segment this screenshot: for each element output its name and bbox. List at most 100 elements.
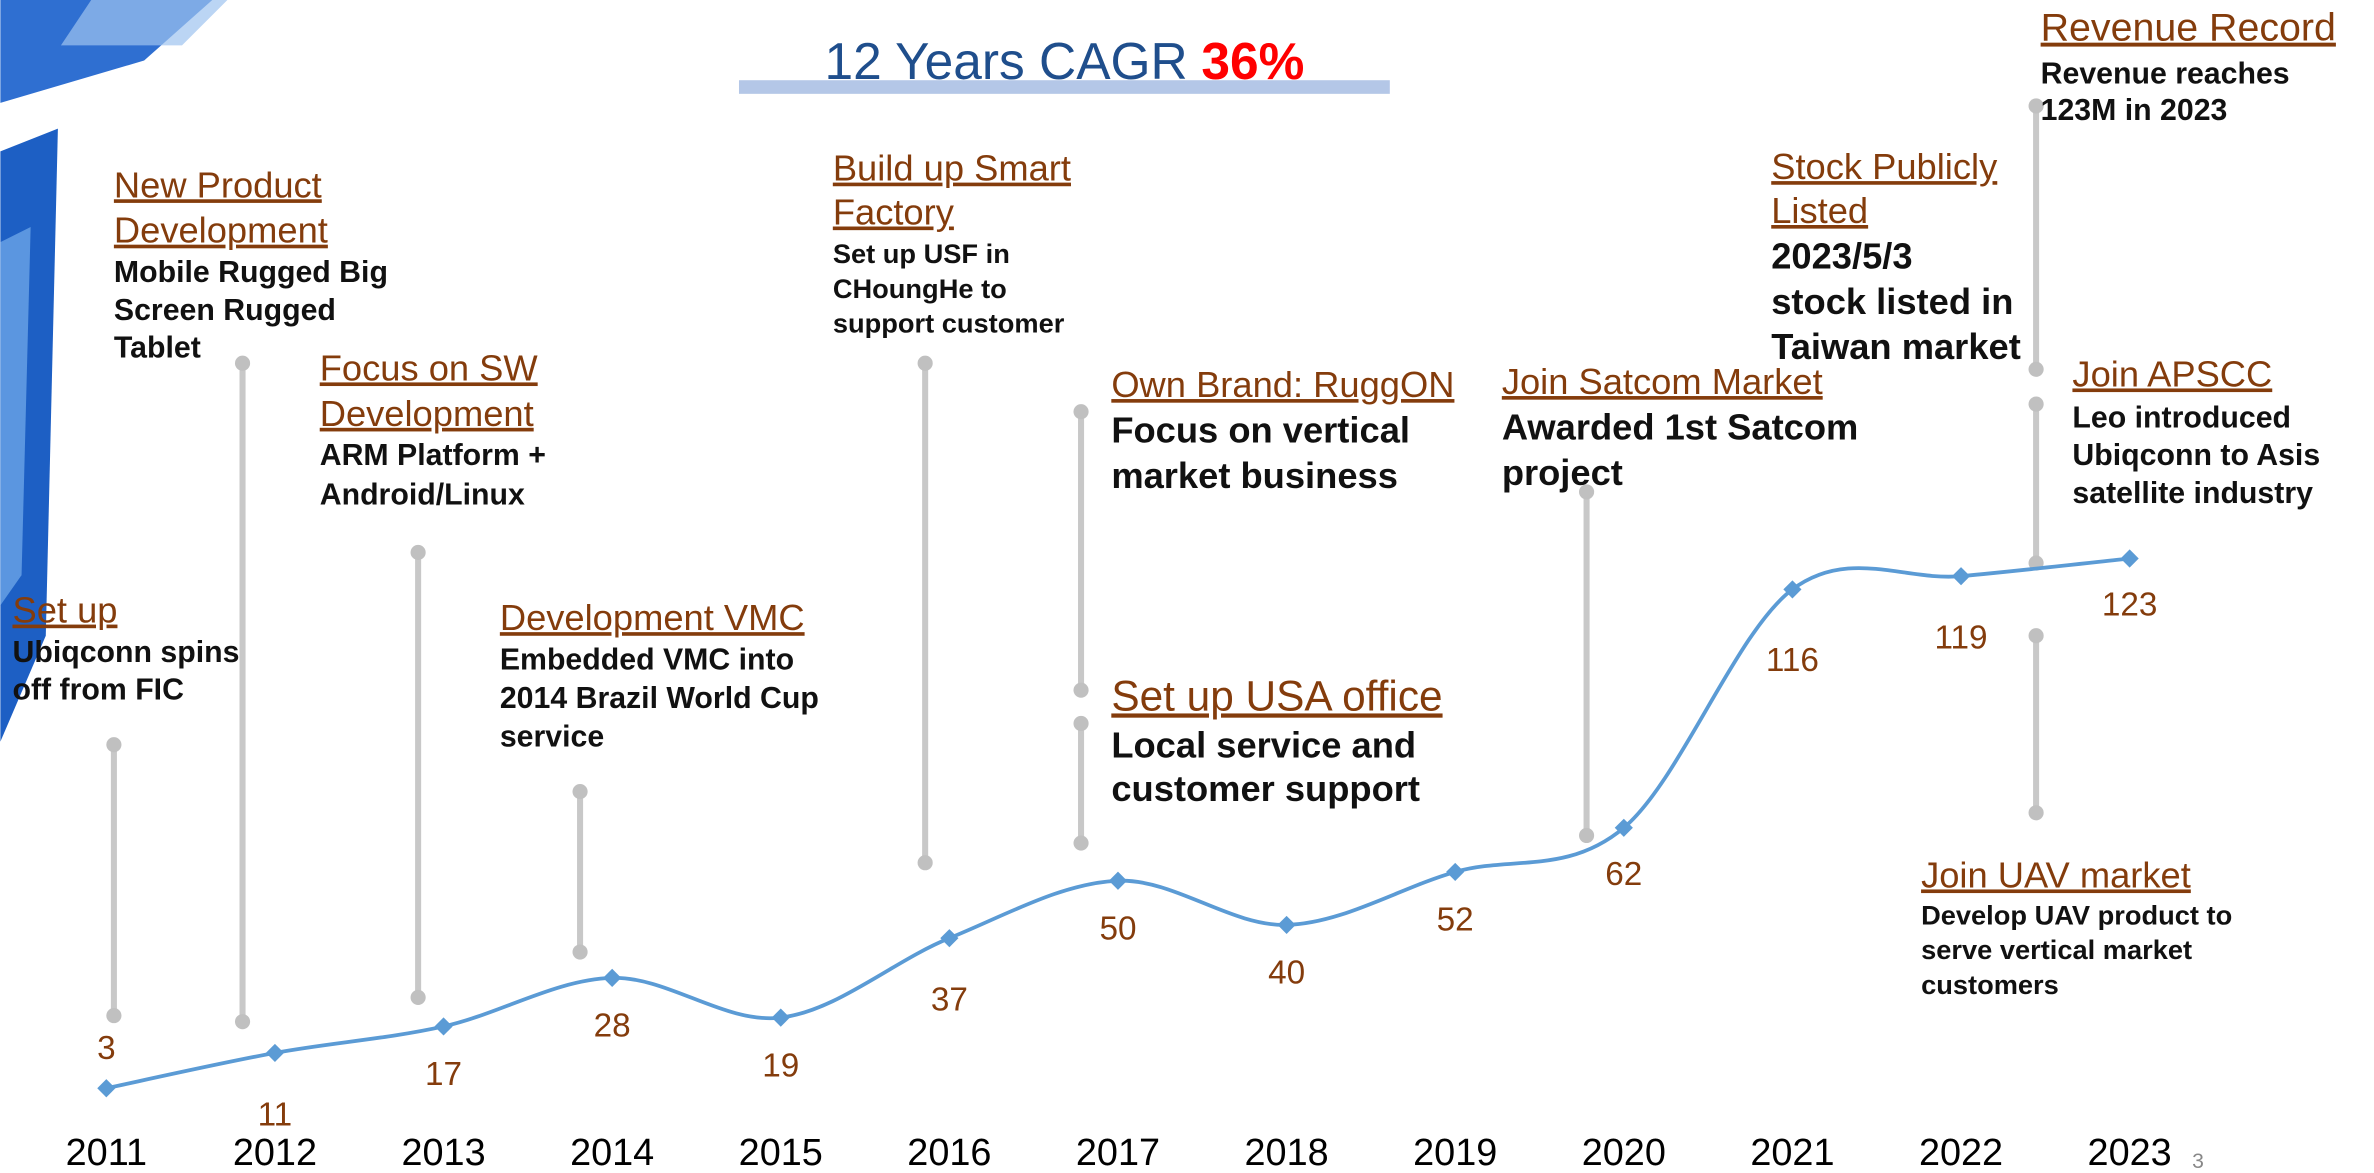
slide: 12 Years CAGR36% 3 Set up Ubiqconn spins o…	[0, 0, 2374, 1173]
milestone-description: Ubiqconn to Asis	[2072, 439, 2320, 472]
milestone-title: Join UAV market	[1921, 854, 2191, 895]
milestone-description: CHoungHe to	[833, 273, 1007, 304]
milestone-title: Own Brand: RuggON	[1111, 364, 1454, 405]
milestone-description: satellite industry	[2072, 477, 2313, 510]
connector-end	[235, 356, 250, 371]
x-tick-label: 2020	[1582, 1132, 1666, 1173]
milestone-description: 2014 Brazil World Cup	[500, 682, 819, 715]
milestone-description: 2023/5/3	[1771, 235, 1912, 276]
milestone-title: Development VMC	[500, 597, 805, 638]
x-tick-label: 2016	[907, 1132, 991, 1173]
connector-end	[1073, 404, 1088, 419]
milestone-description: Develop UAV product to	[1921, 899, 2232, 930]
marker	[266, 1044, 284, 1062]
milestone-description: Set up USF in	[833, 238, 1010, 269]
milestone-description: Android/Linux	[320, 478, 525, 511]
connector-end	[2029, 362, 2044, 377]
milestone-description: stock listed in	[1771, 281, 2013, 322]
value-label: 40	[1268, 955, 1305, 992]
milestone-title: Focus on SW	[320, 347, 539, 388]
connector-end	[1073, 835, 1088, 850]
x-tick-label: 2018	[1245, 1132, 1329, 1173]
connector-end	[2029, 397, 2044, 412]
milestone-description: customer support	[1111, 768, 1420, 809]
milestone-title: Set up	[12, 590, 117, 631]
milestone-description: service	[500, 721, 604, 754]
milestone-description: 123M in 2023	[2041, 94, 2228, 127]
value-label: 37	[931, 982, 968, 1019]
marker	[1446, 863, 1464, 881]
connector-end	[918, 855, 933, 870]
value-label: 62	[1605, 856, 1642, 893]
milestone-description: Leo introduced	[2072, 401, 2291, 434]
milestone-description: serve vertical market	[1921, 934, 2192, 965]
milestone-description: Embedded VMC into	[500, 643, 794, 676]
milestone-description: Mobile Rugged Big	[114, 256, 388, 289]
connector-end	[572, 784, 587, 799]
x-tick-label: 2015	[739, 1132, 823, 1173]
milestone-description: ARM Platform +	[320, 439, 546, 472]
connector-end	[2029, 628, 2044, 643]
milestone-title: Development	[320, 393, 534, 434]
milestone-title: New Product	[114, 164, 322, 205]
value-label: 119	[1934, 620, 1987, 657]
x-tick-label: 2014	[570, 1132, 654, 1173]
value-label: 116	[1766, 642, 1819, 679]
value-label: 52	[1437, 902, 1474, 939]
value-label: 17	[425, 1056, 462, 1093]
milestone-description: Screen Rugged	[114, 294, 336, 327]
milestone-description: customers	[1921, 969, 2059, 1000]
milestone-title: Listed	[1771, 190, 1868, 231]
milestone-description: Revenue reaches	[2041, 58, 2290, 91]
value-label: 28	[594, 1008, 631, 1045]
milestone-description: Awarded 1st Satcom	[1502, 406, 1859, 447]
milestone-title: Join APSCC	[2072, 353, 2272, 394]
marker	[434, 1017, 452, 1035]
connector-end	[106, 1008, 121, 1023]
connector-end	[106, 737, 121, 752]
milestone-title: Build up Smart	[833, 148, 1071, 189]
x-tick-label: 2023	[2088, 1132, 2172, 1173]
marker	[940, 929, 958, 947]
marker	[772, 1009, 790, 1027]
marker	[603, 969, 621, 987]
milestone-title: Revenue Record	[2041, 6, 2336, 50]
value-label: 50	[1099, 911, 1136, 948]
milestone-description: off from FIC	[12, 674, 184, 707]
x-tick-label: 2013	[401, 1132, 485, 1173]
connector-end	[1073, 716, 1088, 731]
title-text: 12 Years CAGR	[824, 32, 1187, 90]
milestone-description: support customer	[833, 308, 1065, 339]
x-tick-label: 2017	[1076, 1132, 1160, 1173]
value-label: 123	[2102, 587, 2158, 624]
title: 12 Years CAGR36%	[824, 32, 1304, 90]
x-tick-label: 2019	[1413, 1132, 1497, 1173]
milestone-description: Local service and	[1111, 724, 1416, 765]
connector-end	[918, 356, 933, 371]
page-number: 3	[2192, 1150, 2204, 1173]
milestone-description: Ubiqconn spins	[12, 636, 239, 669]
milestone-title: Development	[114, 210, 328, 251]
x-tick-label: 2012	[233, 1132, 317, 1173]
milestone-description: Taiwan market	[1771, 326, 2021, 367]
milestone-description: market business	[1111, 455, 1398, 496]
value-label: 3	[97, 1030, 116, 1067]
connector-end	[411, 545, 426, 560]
marker	[1278, 916, 1296, 934]
x-tick-label: 2011	[66, 1132, 147, 1173]
connector-end	[235, 1014, 250, 1029]
connector-end	[1073, 683, 1088, 698]
connector-end	[411, 990, 426, 1005]
connector-end	[572, 944, 587, 959]
milestone-description: Tablet	[114, 332, 201, 365]
value-label: 11	[258, 1096, 293, 1133]
connector-end	[1579, 828, 1594, 843]
marker	[97, 1079, 115, 1097]
x-tick-label: 2022	[1919, 1132, 2003, 1173]
connector-end	[2029, 805, 2044, 820]
marker	[1109, 872, 1127, 890]
milestone-description: Focus on vertical	[1111, 409, 1410, 450]
milestone-title: Set up USA office	[1111, 672, 1442, 719]
value-label: 19	[762, 1047, 799, 1084]
milestone-title: Stock Publicly	[1771, 146, 1998, 187]
